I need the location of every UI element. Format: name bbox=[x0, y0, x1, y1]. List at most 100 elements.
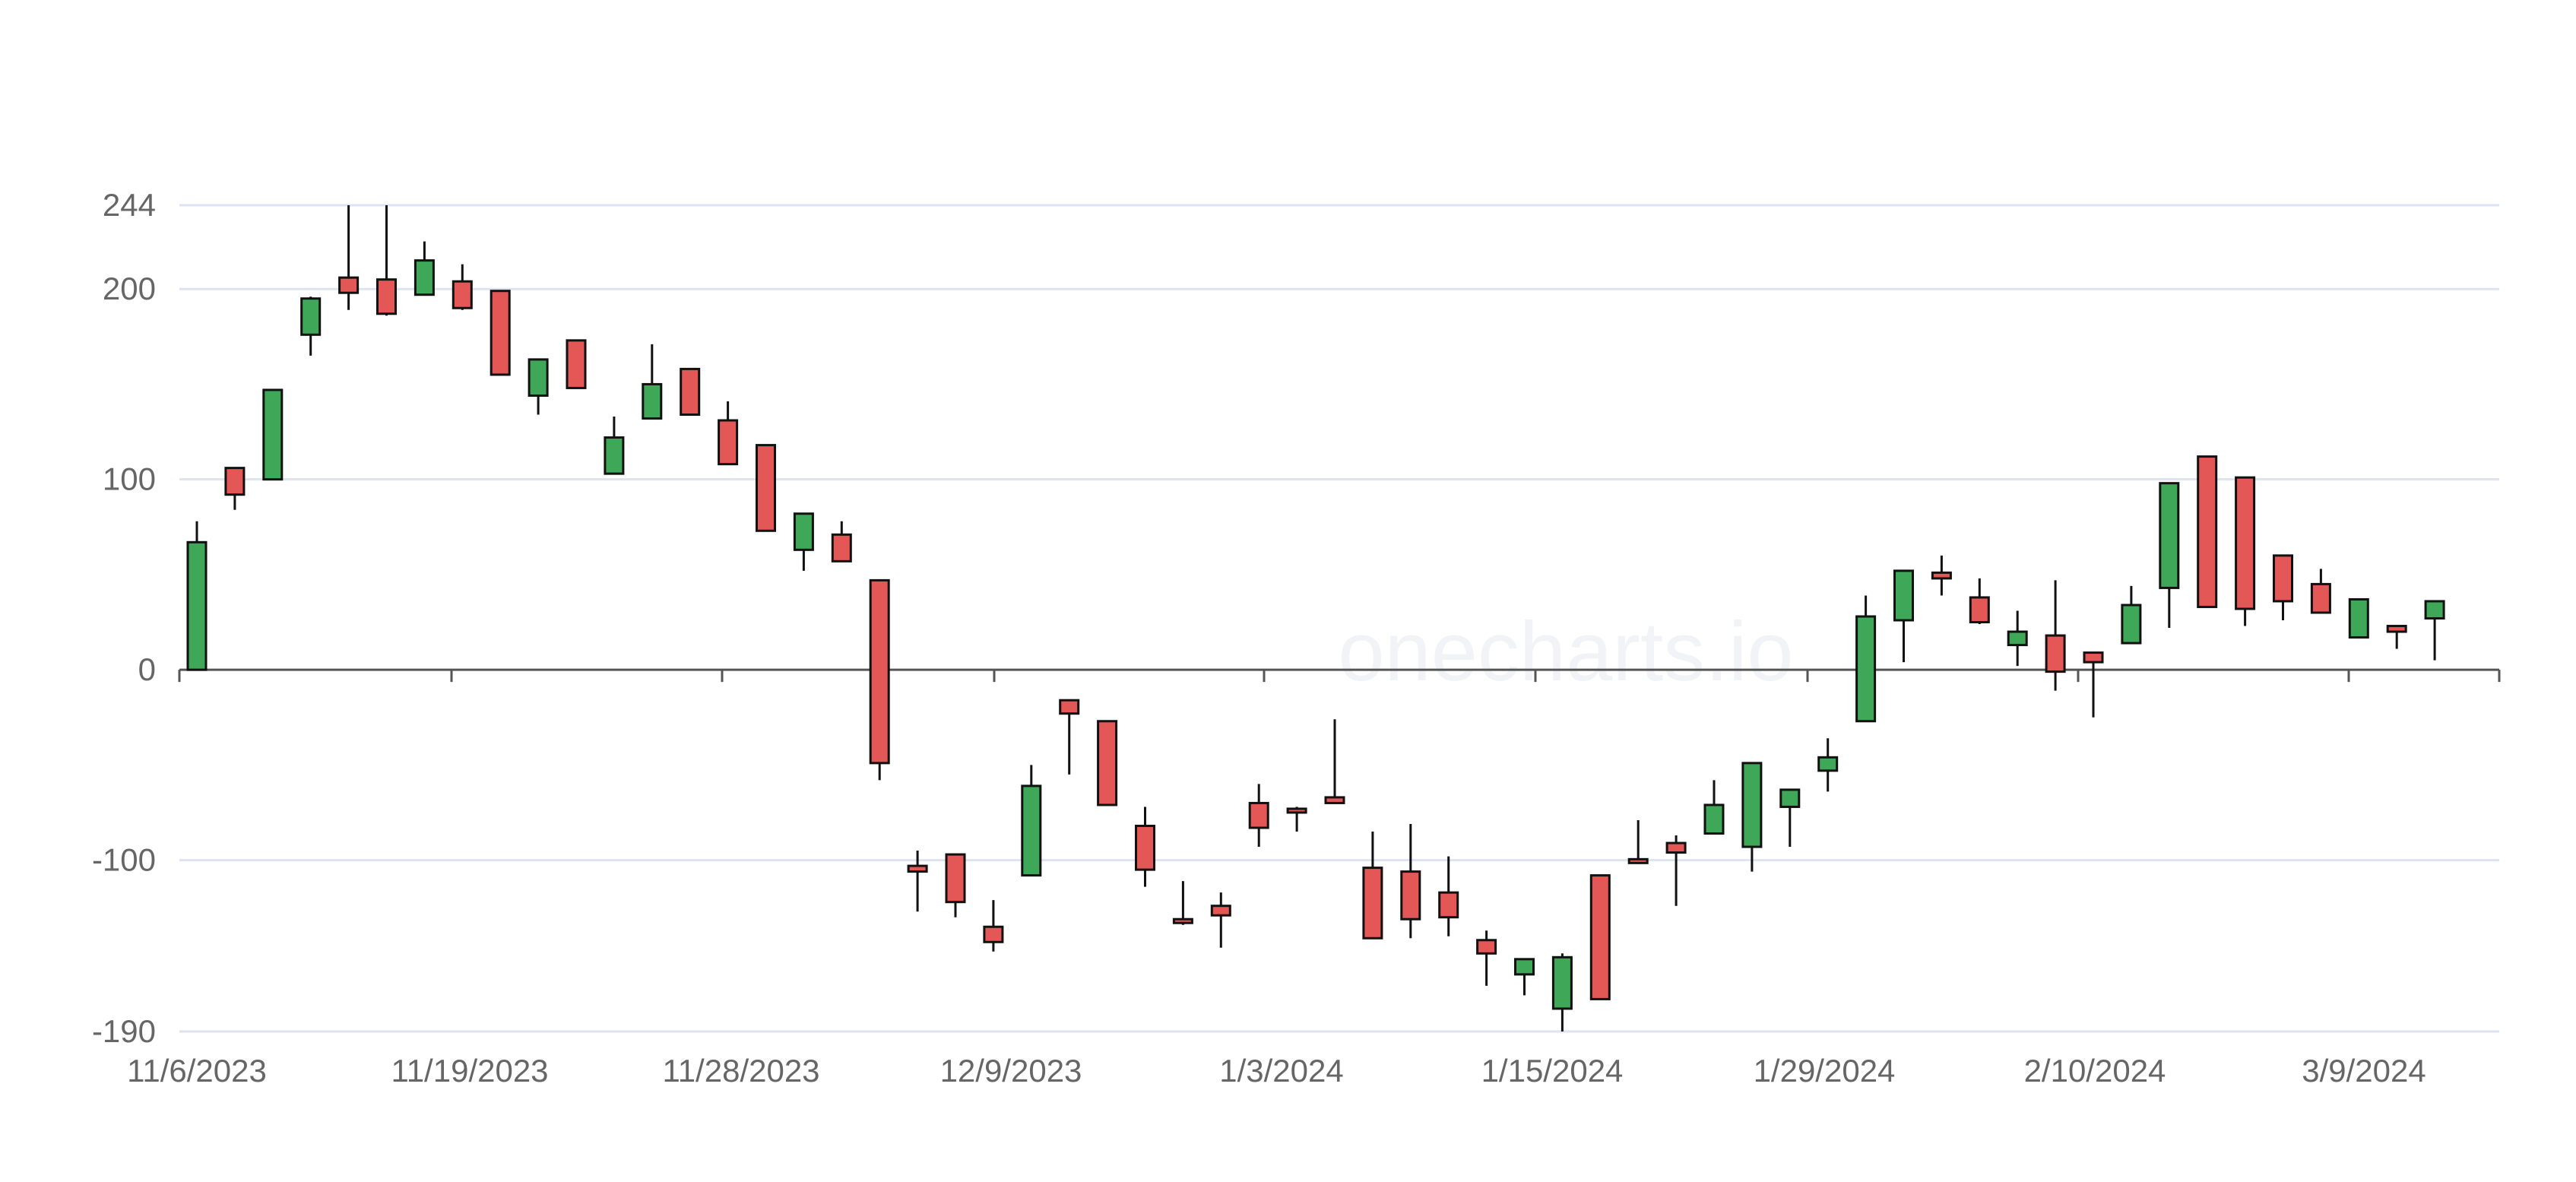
candle-body bbox=[1703, 803, 1725, 835]
candle-body bbox=[2310, 582, 2331, 614]
candle bbox=[1551, 953, 1573, 1031]
grid-lines bbox=[179, 204, 2499, 1033]
candle-body bbox=[2121, 604, 2142, 645]
candle-body bbox=[452, 280, 473, 309]
candle-body bbox=[1514, 958, 1535, 976]
candle bbox=[869, 578, 890, 781]
candle bbox=[1210, 892, 1231, 948]
candle-body bbox=[1059, 699, 1080, 715]
y-axis-tick-labels: 244 200 100 0 -100 -190 bbox=[92, 187, 156, 1049]
candle bbox=[1665, 835, 1687, 906]
candles bbox=[186, 205, 2445, 1031]
candle-body bbox=[1476, 939, 1497, 955]
candle-body bbox=[2386, 625, 2407, 633]
candle-body bbox=[2197, 455, 2218, 608]
candle bbox=[604, 417, 625, 475]
candle-body bbox=[262, 388, 284, 481]
candle bbox=[2121, 585, 2142, 645]
candle-body bbox=[1135, 825, 1155, 871]
candle bbox=[1097, 720, 1118, 806]
watermark: onecharts.io bbox=[1338, 605, 1793, 699]
candle-body bbox=[756, 444, 776, 532]
candle bbox=[1589, 874, 1611, 1000]
candle-body bbox=[1362, 867, 1383, 940]
x-tick-label: 11/19/2023 bbox=[391, 1053, 548, 1089]
candle bbox=[983, 900, 1004, 952]
candle bbox=[1021, 765, 1042, 877]
candle bbox=[2386, 625, 2407, 649]
candle bbox=[1855, 595, 1877, 723]
candle-body bbox=[1172, 917, 1193, 924]
x-tick-label: 1/15/2024 bbox=[1481, 1053, 1624, 1089]
candle bbox=[2159, 482, 2180, 629]
candle-body bbox=[2235, 476, 2256, 610]
candle bbox=[224, 467, 246, 510]
candle bbox=[2007, 610, 2028, 667]
candle-body bbox=[224, 467, 246, 496]
candle-body bbox=[1665, 841, 1687, 854]
candle bbox=[1135, 806, 1155, 887]
candle bbox=[793, 512, 814, 571]
candle-body bbox=[528, 358, 549, 397]
candle-body bbox=[1893, 569, 1914, 622]
candle-body bbox=[2007, 630, 2028, 647]
candle bbox=[831, 521, 852, 562]
candle bbox=[2424, 600, 2445, 661]
candle-body bbox=[1855, 615, 1877, 723]
candle-body bbox=[300, 297, 322, 336]
candle-body bbox=[907, 864, 928, 873]
y-tick-label: 100 bbox=[103, 461, 156, 497]
candle bbox=[2348, 597, 2369, 639]
candle bbox=[680, 367, 701, 417]
candle-body bbox=[1551, 955, 1573, 1010]
candle-body bbox=[566, 339, 587, 389]
candle bbox=[300, 296, 322, 356]
candle-body bbox=[2424, 600, 2445, 620]
candle-body bbox=[793, 512, 814, 551]
candle bbox=[528, 358, 549, 415]
candle bbox=[1286, 806, 1307, 832]
candle bbox=[2310, 569, 2331, 614]
candle-body bbox=[1969, 596, 1990, 624]
candle-body bbox=[2273, 554, 2293, 603]
candle bbox=[1893, 569, 1914, 663]
candle-body bbox=[338, 276, 360, 294]
candle bbox=[1324, 719, 1345, 804]
candle bbox=[1059, 699, 1080, 775]
candle bbox=[1969, 578, 1990, 625]
x-axis-tick-labels: 11/6/2023 11/19/2023 11/28/2023 12/9/2023 1/… bbox=[127, 1053, 2426, 1089]
candle bbox=[2235, 476, 2256, 626]
x-tick-label: 3/9/2024 bbox=[2302, 1053, 2426, 1089]
candle-body bbox=[831, 533, 852, 562]
candle-body bbox=[413, 259, 435, 296]
candle bbox=[1514, 958, 1535, 996]
candle bbox=[490, 290, 511, 376]
candle bbox=[642, 344, 663, 420]
candle-body bbox=[1627, 857, 1649, 864]
candle-body bbox=[642, 382, 663, 420]
candle-body bbox=[376, 278, 397, 315]
candle bbox=[2045, 580, 2066, 691]
x-tick-label: 12/9/2023 bbox=[940, 1053, 1082, 1089]
candle-body bbox=[1400, 870, 1421, 921]
candle bbox=[1248, 784, 1269, 848]
candle-body bbox=[186, 540, 208, 671]
candle bbox=[376, 205, 397, 316]
candle bbox=[2197, 455, 2218, 608]
candle bbox=[1362, 832, 1383, 940]
candle bbox=[1741, 762, 1763, 872]
candle bbox=[262, 388, 284, 481]
x-tick-label: 11/28/2023 bbox=[662, 1053, 819, 1089]
y-tick-label: 0 bbox=[138, 651, 156, 687]
candle-body bbox=[1097, 720, 1118, 806]
candle bbox=[756, 444, 776, 532]
candle bbox=[1400, 823, 1421, 939]
candle-body bbox=[2159, 482, 2180, 589]
x-tick-label: 11/6/2023 bbox=[127, 1053, 267, 1089]
candle bbox=[1931, 555, 1952, 596]
x-tick-label: 1/3/2024 bbox=[1219, 1053, 1344, 1089]
candle bbox=[1817, 738, 1839, 792]
candle bbox=[413, 241, 435, 296]
candle bbox=[1476, 930, 1497, 986]
